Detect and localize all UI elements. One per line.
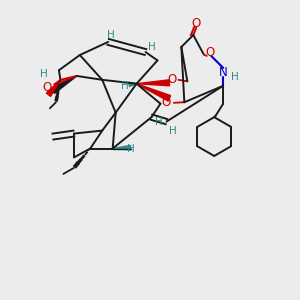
Text: H: H xyxy=(107,30,115,40)
Text: O: O xyxy=(42,81,52,94)
Text: N: N xyxy=(219,67,227,80)
Polygon shape xyxy=(51,76,77,93)
Text: H: H xyxy=(155,117,163,127)
Polygon shape xyxy=(113,146,131,150)
Polygon shape xyxy=(129,82,136,86)
Text: H: H xyxy=(231,72,239,82)
Text: H: H xyxy=(127,143,134,154)
Text: H: H xyxy=(40,69,48,79)
Text: H: H xyxy=(169,126,176,136)
Polygon shape xyxy=(136,80,169,86)
Text: O: O xyxy=(205,46,214,59)
Text: H: H xyxy=(121,81,128,91)
Polygon shape xyxy=(46,80,60,96)
Text: O: O xyxy=(192,16,201,30)
Text: H: H xyxy=(148,42,155,52)
Text: O: O xyxy=(162,96,171,109)
Polygon shape xyxy=(136,84,171,101)
Text: O: O xyxy=(168,73,177,86)
